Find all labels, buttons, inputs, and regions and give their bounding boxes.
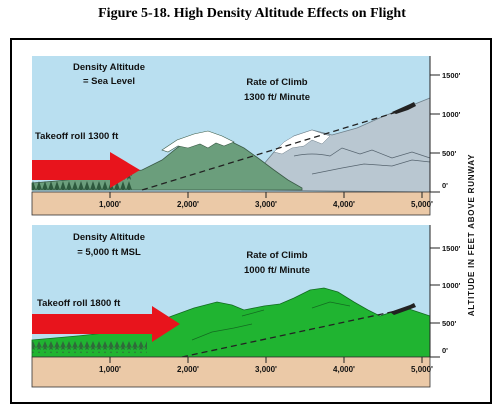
takeoff-arrow-2 bbox=[32, 306, 180, 342]
altitude-label-1000-1: 1000' bbox=[442, 110, 461, 119]
climb-path-2 bbox=[181, 307, 411, 358]
takeoff-roll-label-2: Takeoff roll 1800 ft bbox=[37, 298, 121, 309]
ridge-lines-2 bbox=[191, 301, 351, 341]
snow-cap-distant-1 bbox=[273, 129, 331, 155]
altitude-label-1500-1: 1500' bbox=[442, 71, 461, 80]
distance-label-2000-2: 2,000' bbox=[177, 365, 199, 374]
distance-label-1000-1: 1,000' bbox=[99, 200, 121, 209]
takeoff-arrow-1 bbox=[32, 152, 140, 188]
ground-strip-1 bbox=[31, 191, 431, 216]
altitude-label-1000-2: 1000' bbox=[442, 281, 461, 290]
panel-sea-level: 1500' 1000' 500' 0' 1,000' 2,000' 3,000'… bbox=[31, 56, 461, 216]
distance-label-1000-2: 1,000' bbox=[99, 365, 121, 374]
airplane-icon-2 bbox=[390, 303, 416, 315]
ground-strip-2 bbox=[31, 356, 431, 388]
takeoff-roll-label-1: Takeoff roll 1300 ft bbox=[35, 131, 119, 142]
rate-of-climb-label-2: Rate of Climb bbox=[246, 250, 307, 261]
tree-line-2 bbox=[32, 340, 147, 353]
rate-of-climb-label-1: Rate of Climb bbox=[246, 77, 307, 88]
rate-of-climb-value-1: 1300 ft/ Minute bbox=[244, 92, 310, 103]
distance-label-2000-1: 2,000' bbox=[177, 200, 199, 209]
distant-ridge-lines-1 bbox=[293, 147, 431, 175]
density-altitude-label-1: Density Altitude bbox=[73, 62, 145, 73]
distance-label-5000-1: 5,000' bbox=[411, 200, 433, 209]
density-altitude-value-1: = Sea Level bbox=[83, 76, 135, 87]
distance-label-4000-2: 4,000' bbox=[333, 365, 355, 374]
figure-frame: 1500' 1000' 500' 0' 1,000' 2,000' 3,000'… bbox=[10, 38, 492, 404]
distance-label-3000-2: 3,000' bbox=[255, 365, 277, 374]
snow-cap-near-1 bbox=[161, 130, 235, 153]
panel-5000-msl: 1500' 1000' 500' 0' 1,000' 2,000' 3,000'… bbox=[31, 225, 461, 388]
altitude-label-500-1: 500' bbox=[442, 149, 457, 158]
airplane-icon-1 bbox=[392, 102, 416, 114]
green-mountains-2 bbox=[31, 287, 431, 358]
rate-of-climb-value-2: 1000 ft/ Minute bbox=[244, 265, 310, 276]
altitude-label-0-1: 0' bbox=[442, 181, 448, 190]
density-altitude-diagram: 1500' 1000' 500' 0' 1,000' 2,000' 3,000'… bbox=[31, 56, 476, 388]
altitude-side-label: ALTITUDE IN FEET ABOVE RUNWAY bbox=[467, 154, 476, 316]
figure-title: Figure 5-18. High Density Altitude Effec… bbox=[98, 6, 406, 21]
distance-label-5000-2: 5,000' bbox=[411, 365, 433, 374]
altitude-label-1500-2: 1500' bbox=[442, 244, 461, 253]
distance-label-3000-1: 3,000' bbox=[255, 200, 277, 209]
density-altitude-value-2: = 5,000 ft MSL bbox=[77, 247, 141, 258]
climb-path-1 bbox=[141, 107, 411, 191]
altitude-label-0-2: 0' bbox=[442, 346, 448, 355]
density-altitude-label-2: Density Altitude bbox=[73, 232, 145, 243]
distance-label-4000-1: 4,000' bbox=[333, 200, 355, 209]
altitude-label-500-2: 500' bbox=[442, 319, 457, 328]
